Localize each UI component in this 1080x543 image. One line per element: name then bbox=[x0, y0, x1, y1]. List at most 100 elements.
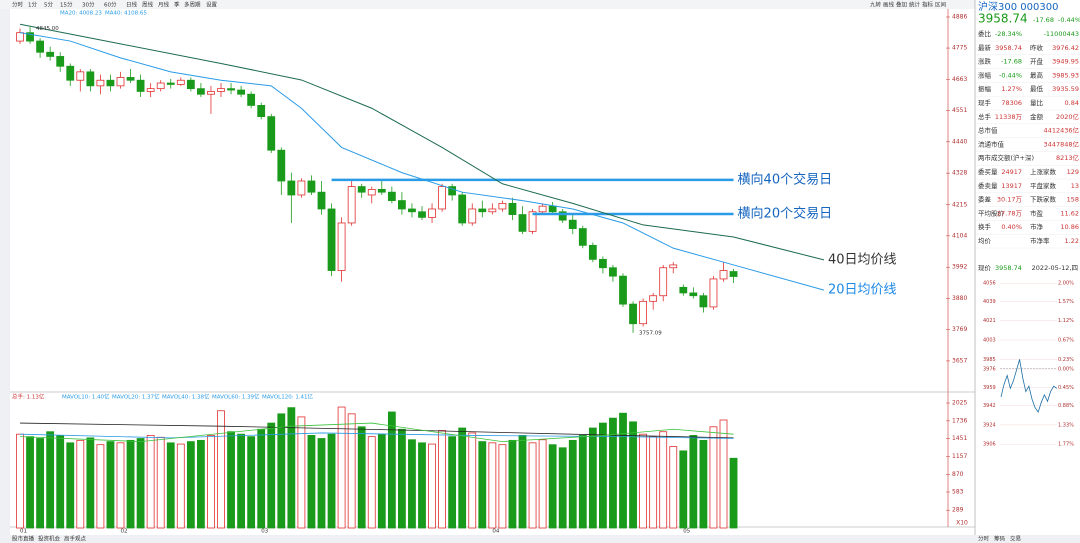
volume-bar bbox=[347, 413, 356, 529]
quote-cell: 10.86 bbox=[1060, 223, 1079, 231]
candle-body bbox=[528, 211, 537, 232]
toolbar-item: 指标 bbox=[922, 1, 934, 9]
quote-cell: 现手 bbox=[978, 98, 992, 107]
candle-body bbox=[56, 56, 65, 67]
volume-bar bbox=[659, 431, 668, 529]
candle-body bbox=[498, 202, 507, 210]
quote-cell: -0.44% bbox=[999, 71, 1022, 79]
candle-body bbox=[518, 214, 527, 232]
candle-body bbox=[307, 180, 316, 193]
candle-body bbox=[458, 194, 467, 224]
quote-cell: 0.40% bbox=[1001, 223, 1022, 231]
tab[interactable]: 股市直播 bbox=[12, 535, 35, 543]
quote-cell: 1.27% bbox=[1001, 85, 1022, 93]
toolbar-item[interactable]: 30分 bbox=[82, 1, 95, 9]
tab[interactable]: 交易 bbox=[1010, 535, 1021, 543]
volume-bar bbox=[96, 444, 105, 529]
quote-cell: 最低 bbox=[1030, 84, 1044, 93]
quote-cell: 委差 bbox=[978, 195, 992, 204]
candle-body bbox=[337, 222, 346, 271]
candle-body bbox=[36, 40, 44, 53]
candle-body bbox=[639, 300, 647, 325]
candle-body bbox=[267, 116, 276, 151]
candle-body bbox=[377, 188, 386, 193]
toolbar-item[interactable]: 季 bbox=[174, 1, 180, 9]
toolbar-item[interactable]: 日线 bbox=[126, 1, 138, 9]
toolbar-item: 画线 bbox=[883, 1, 895, 9]
candle-body bbox=[397, 200, 406, 210]
volume-bar bbox=[317, 438, 326, 529]
volume-bar bbox=[568, 439, 577, 529]
toolbar-item[interactable]: 设置 bbox=[206, 1, 218, 9]
date-label: 01 bbox=[20, 529, 27, 535]
tab[interactable]: 分时 bbox=[978, 535, 990, 543]
quote-price: 3958.74 bbox=[978, 12, 1028, 26]
vol-tick-label: 1451 bbox=[952, 435, 967, 442]
quote-cell: 平盘家数 bbox=[1030, 181, 1057, 190]
toolbar-item[interactable]: 分时 bbox=[12, 1, 24, 9]
toolbar-item[interactable]: 60分 bbox=[104, 1, 117, 9]
candle-body bbox=[468, 208, 477, 224]
volume-bar bbox=[196, 439, 205, 529]
mini-pct: 1.12% bbox=[1058, 318, 1074, 324]
mini-tick: 4003 bbox=[983, 338, 996, 344]
volume-bar bbox=[327, 433, 336, 529]
vol-ma-line bbox=[19, 422, 734, 442]
annotation: 3757.09 bbox=[639, 330, 662, 336]
quote-cell: 13917 bbox=[1001, 182, 1022, 190]
quote-cell: 11338万 bbox=[995, 113, 1023, 121]
tab[interactable]: 高手观点 bbox=[64, 535, 87, 543]
quote-cell: 3447848亿 bbox=[1044, 139, 1080, 148]
tab[interactable]: 投资机会 bbox=[38, 535, 61, 543]
toolbar-item[interactable]: 月线 bbox=[158, 1, 170, 9]
volume-bar bbox=[126, 439, 135, 529]
candle-body bbox=[588, 244, 597, 260]
mini-pct: 0.45% bbox=[1058, 385, 1074, 391]
volume-bar bbox=[66, 442, 75, 529]
candle-body bbox=[96, 79, 105, 87]
candle-body bbox=[207, 91, 215, 95]
mini-tick: 4039 bbox=[983, 299, 996, 305]
date-label: 02 bbox=[121, 529, 128, 535]
quote-cell: 3949.95 bbox=[1052, 58, 1079, 66]
y-tick-label: 4104 bbox=[952, 232, 967, 239]
candle-body bbox=[196, 88, 205, 95]
toolbar-item[interactable]: 5分 bbox=[44, 1, 53, 9]
candle-body bbox=[116, 77, 125, 87]
volume-bar bbox=[669, 446, 678, 529]
y-tick-label: 3880 bbox=[952, 295, 967, 302]
candle-body bbox=[438, 186, 447, 210]
toolbar-item[interactable]: 多周期 bbox=[184, 1, 201, 9]
toolbar-item: 区间 bbox=[935, 1, 946, 9]
vol-tick-label: 1157 bbox=[952, 453, 967, 460]
candle-body bbox=[86, 71, 95, 87]
volume-bar bbox=[26, 436, 34, 529]
volume-bar bbox=[217, 410, 225, 529]
volume-bar bbox=[629, 421, 637, 529]
quote-cell: 4412436亿 bbox=[1044, 126, 1080, 135]
quote-cell: 委卖量 bbox=[978, 181, 998, 190]
quote-cell: 市净 bbox=[1030, 222, 1044, 231]
vol-legend: MAVOL20: 1.37亿 bbox=[112, 393, 160, 401]
ma-line bbox=[19, 32, 825, 291]
quote-cell: 委比 bbox=[978, 29, 992, 38]
candle-body bbox=[538, 205, 547, 213]
candle-body bbox=[176, 79, 185, 85]
volume-bar bbox=[156, 436, 165, 529]
toolbar-item[interactable]: 15分 bbox=[60, 1, 73, 9]
volume-bar bbox=[729, 457, 738, 529]
y-tick-label: 4215 bbox=[952, 201, 967, 208]
quote-cell: 11.62 bbox=[1060, 209, 1079, 217]
tab[interactable]: 筹码 bbox=[994, 535, 1006, 543]
volume-bar bbox=[46, 431, 55, 529]
toolbar-item[interactable]: 1分 bbox=[28, 1, 37, 9]
volume-bar bbox=[116, 442, 125, 529]
quote-cell: -11000443 bbox=[1044, 30, 1079, 38]
vol-legend: MAVOL120: 1.41亿 bbox=[262, 393, 314, 401]
vol-tick-label: 1736 bbox=[952, 417, 967, 424]
volume-bar bbox=[458, 427, 467, 529]
toolbar-item[interactable]: 周线 bbox=[142, 1, 154, 9]
volume-bar bbox=[357, 426, 366, 529]
mini-tick: 3924 bbox=[983, 422, 996, 428]
mini-pct: 1.33% bbox=[1058, 422, 1074, 428]
